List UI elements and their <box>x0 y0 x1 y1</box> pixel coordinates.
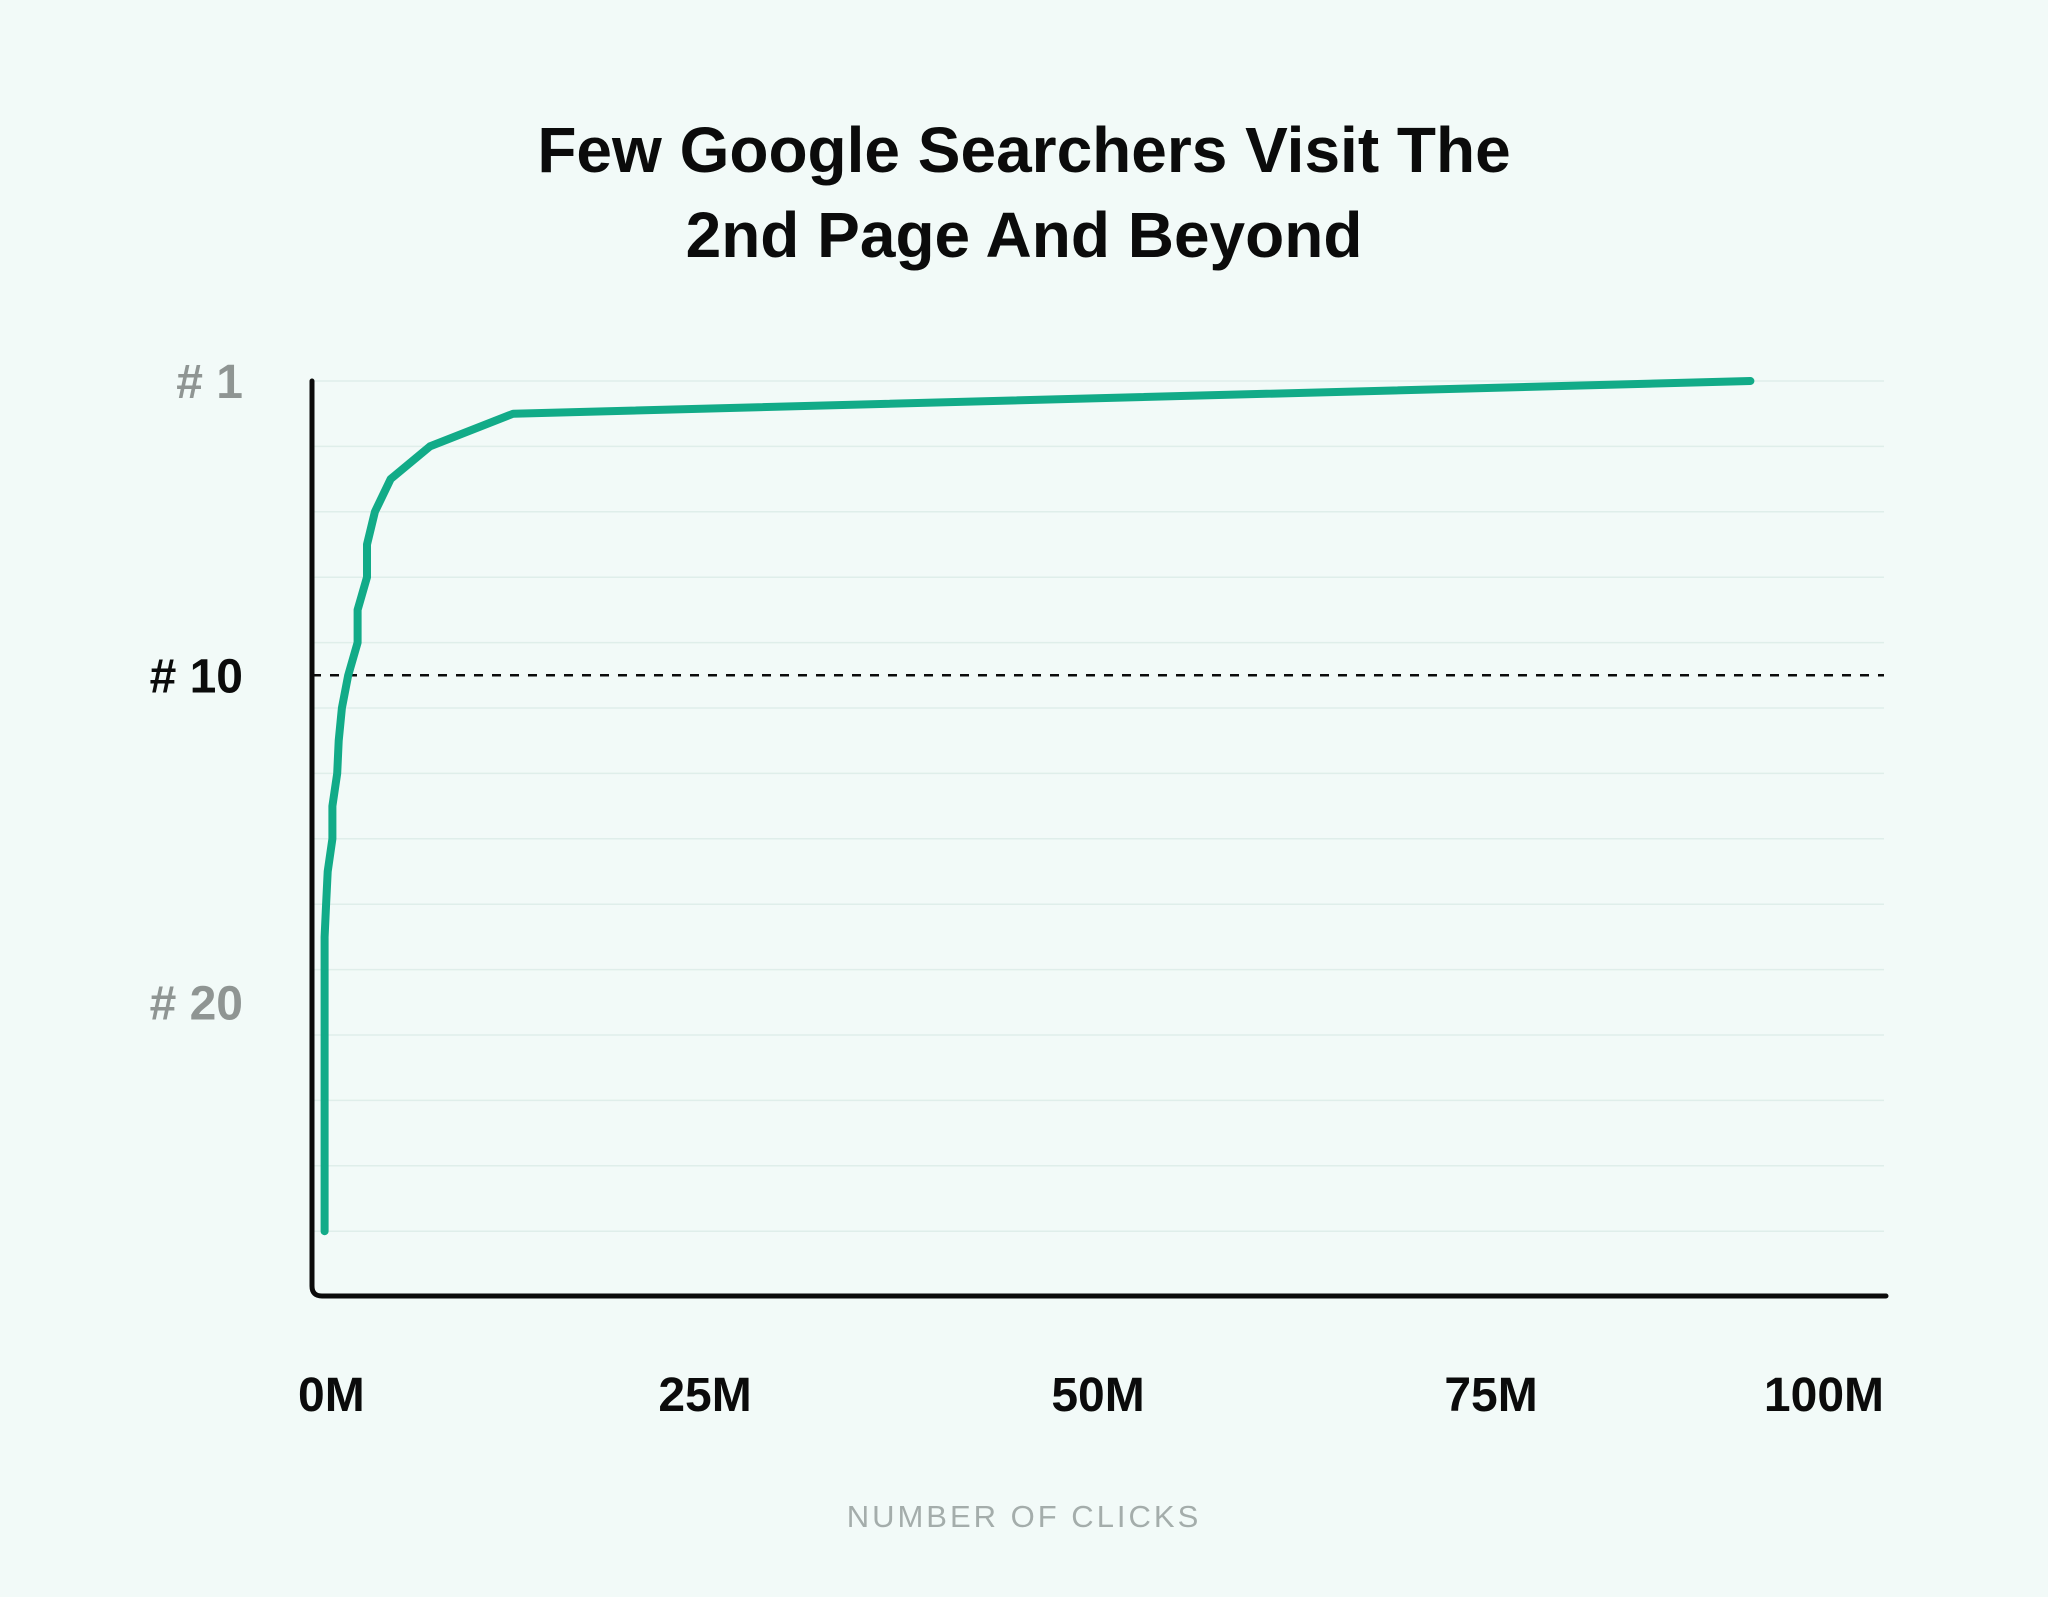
x-tick-label: 0M <box>298 1369 365 1422</box>
chart-title-line-1: Few Google Searchers Visit The <box>537 114 1510 186</box>
y-tick-label: # 10 <box>150 650 243 703</box>
x-tick-label: 75M <box>1444 1369 1537 1422</box>
x-tick-label: 50M <box>1051 1369 1144 1422</box>
gridlines <box>312 380 1884 1232</box>
series-line-1 <box>320 377 1755 1236</box>
axis-lines <box>309 378 1889 1299</box>
x-tick-label: 100M <box>1764 1369 1884 1422</box>
y-tick-labels: # 1 # 10 # 20 <box>150 356 243 1030</box>
x-axis-label: NUMBER OF CLICKS <box>847 1499 1202 1534</box>
axes <box>309 378 1889 1299</box>
y-tick-label: # 20 <box>150 977 243 1030</box>
chart-title-line-2: 2nd Page And Beyond <box>686 199 1363 271</box>
y-tick-label: # 1 <box>176 356 243 409</box>
series-group <box>320 377 1755 1236</box>
x-tick-labels: 0M 25M 50M 75M 100M <box>298 1369 1884 1422</box>
x-tick-label: 25M <box>658 1369 751 1422</box>
